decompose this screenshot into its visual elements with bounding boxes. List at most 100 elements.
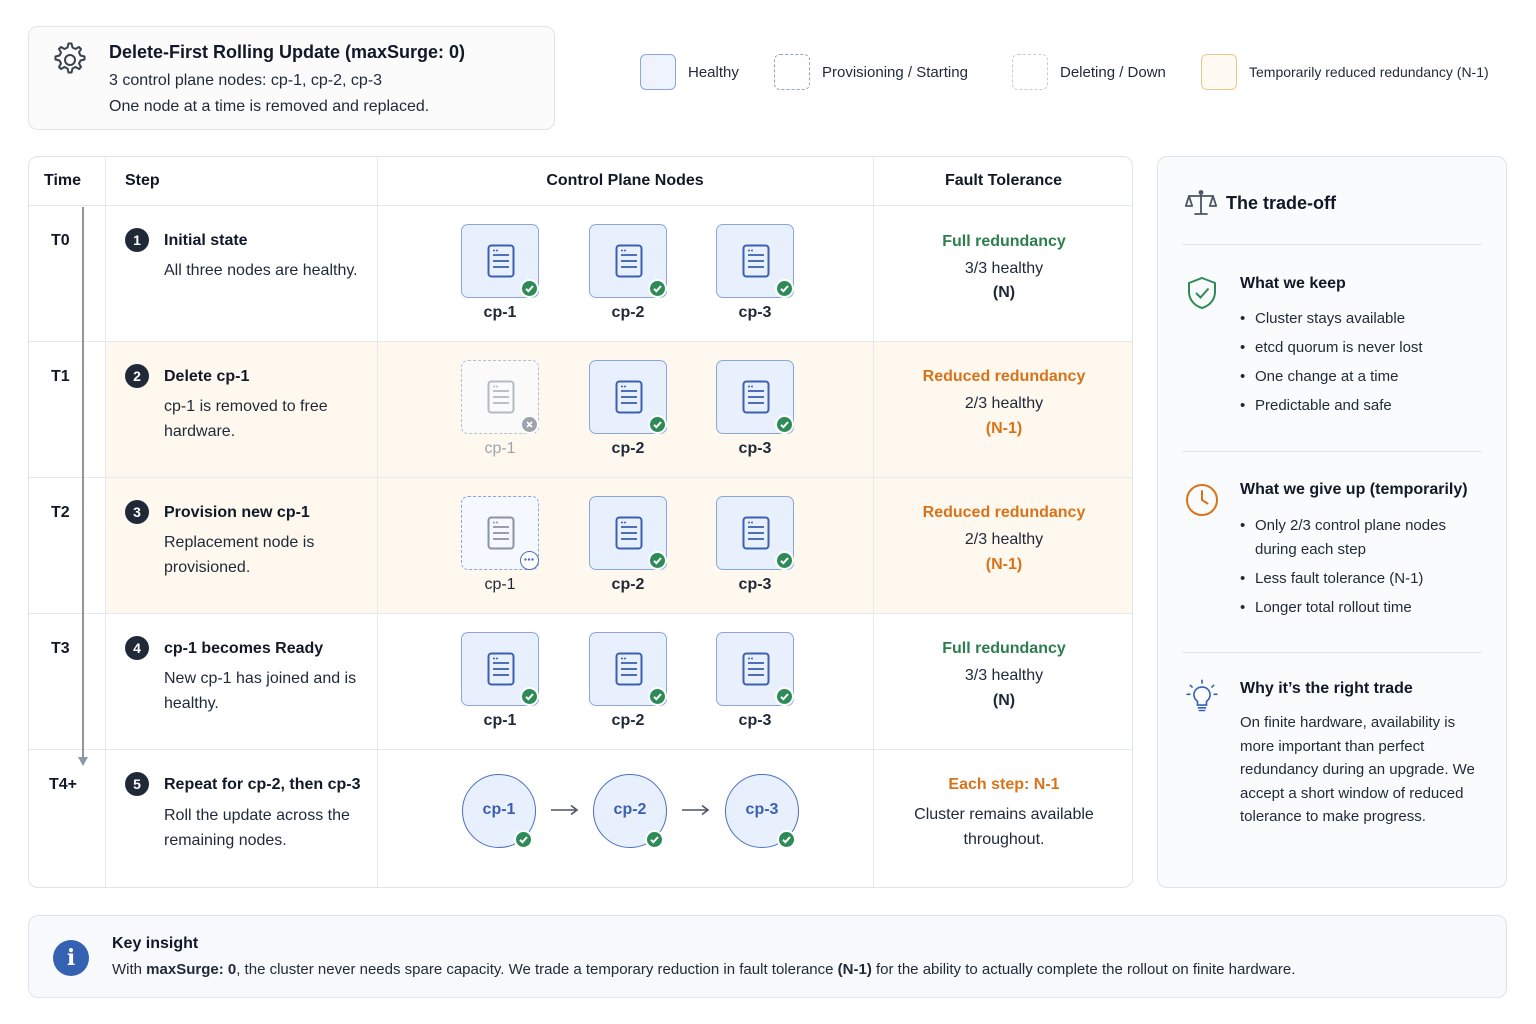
tradeoff-title: The trade-off	[1226, 193, 1336, 213]
giveup-title: What we give up (temporarily)	[1240, 481, 1468, 498]
shield-check-icon	[1188, 276, 1216, 310]
node-card	[461, 632, 539, 706]
keep-item: Predictable and safe	[1240, 394, 1490, 418]
time-label: T4+	[49, 776, 78, 793]
server-icon	[487, 244, 515, 278]
keep-item: One change at a time	[1240, 365, 1490, 389]
step-title: cp-1 becomes Ready	[164, 640, 324, 657]
node-card	[589, 360, 667, 434]
legend-swatch-deleting	[1012, 54, 1048, 90]
scale-icon	[1185, 190, 1217, 215]
column-header-fault-tolerance: Fault Tolerance	[944, 172, 1063, 189]
node-label: cp-3	[738, 712, 772, 729]
node-card	[716, 224, 794, 298]
legend-label: Provisioning / Starting	[822, 63, 968, 81]
x-badge-icon	[520, 415, 539, 434]
redundancy-level: (N-1)	[985, 556, 1023, 573]
node-card	[461, 224, 539, 298]
column-header-nodes: Control Plane Nodes	[546, 172, 704, 189]
node-label: cp-3	[738, 304, 772, 321]
legend-item-provisioning: Provisioning / Starting	[774, 54, 968, 90]
node-label: cp-1	[483, 304, 517, 321]
check-badge-icon	[775, 551, 794, 570]
gear-icon	[54, 42, 86, 74]
step-title: Delete cp-1	[164, 368, 250, 385]
step-description: New cp-1 has joined and is healthy.	[164, 670, 357, 712]
insight-text: With maxSurge: 0, the cluster never need…	[112, 961, 1296, 978]
insight-title: Key insight	[112, 935, 199, 952]
node-label: cp-3	[738, 440, 772, 457]
node-label: cp-3	[738, 576, 772, 593]
header-subtitle-nodes: 3 control plane nodes: cp-1, cp-2, cp-3	[109, 72, 383, 89]
check-badge-icon	[777, 830, 796, 849]
legend-item-reduced: Temporarily reduced redundancy (N-1)	[1201, 54, 1489, 90]
step-description: Roll the update across the remaining nod…	[164, 807, 350, 849]
server-icon	[742, 380, 770, 414]
server-icon	[742, 652, 770, 686]
node-label: cp-1	[484, 576, 516, 593]
check-badge-icon	[648, 687, 667, 706]
server-icon	[615, 652, 643, 686]
server-icon	[742, 516, 770, 550]
availability-note: Cluster remains available	[914, 806, 1094, 823]
server-icon	[615, 516, 643, 550]
lightbulb-icon	[1186, 679, 1218, 712]
node-card	[716, 360, 794, 434]
legend-item-healthy: Healthy	[640, 54, 739, 90]
check-badge-icon	[775, 415, 794, 434]
legend-swatch-healthy	[640, 54, 676, 90]
timeline-line	[82, 207, 84, 757]
fault-tolerance-status: Reduced redundancy	[922, 368, 1086, 385]
redundancy-level: (N)	[992, 284, 1016, 301]
check-badge-icon	[520, 279, 539, 298]
check-badge-icon	[648, 551, 667, 570]
time-label: T0	[51, 232, 70, 249]
step-description: cp-1 is removed to free hardware.	[164, 398, 328, 440]
step-description: Replacement node is provisioned.	[164, 534, 315, 576]
healthy-count: 3/3 healthy	[964, 260, 1044, 277]
why-text: On finite hardware, availability is more…	[1240, 714, 1475, 826]
healthy-count: 2/3 healthy	[964, 531, 1044, 548]
arrow-right-icon	[551, 804, 579, 816]
node-card	[461, 496, 539, 570]
check-badge-icon	[645, 830, 664, 849]
rollout-table: Time Step Control Plane Nodes Fault Tole…	[28, 156, 1133, 888]
node-card	[716, 632, 794, 706]
server-icon	[615, 380, 643, 414]
step-title: Initial state	[164, 232, 248, 249]
node-card	[716, 496, 794, 570]
check-badge-icon	[648, 279, 667, 298]
time-label: T1	[51, 368, 70, 385]
healthy-count: 3/3 healthy	[964, 667, 1044, 684]
step-number: 4	[125, 636, 149, 660]
clock-icon	[1186, 484, 1218, 516]
column-header-time: Time	[44, 172, 82, 189]
legend-label: Healthy	[688, 63, 739, 81]
server-icon	[487, 652, 515, 686]
healthy-count: 2/3 healthy	[964, 395, 1044, 412]
fault-tolerance-status: Reduced redundancy	[922, 504, 1086, 521]
step-number: 5	[125, 772, 149, 796]
check-badge-icon	[520, 687, 539, 706]
arrow-right-icon	[682, 804, 710, 816]
legend-item-deleting: Deleting / Down	[1012, 54, 1166, 90]
fault-tolerance-status: Full redundancy	[942, 640, 1066, 657]
keep-title: What we keep	[1240, 275, 1346, 292]
key-insight-banner: i Key insight With maxSurge: 0, the clus…	[28, 915, 1507, 998]
node-card	[461, 360, 539, 434]
server-icon	[742, 244, 770, 278]
tradeoff-panel: The trade-off What we keep Cluster stays…	[1157, 156, 1507, 888]
step-number: 3	[125, 500, 149, 524]
node-card	[589, 224, 667, 298]
giveup-item: Longer total rollout time	[1240, 596, 1490, 620]
node-label: cp-3	[745, 801, 779, 818]
pending-badge-icon	[520, 551, 539, 570]
step-description: All three nodes are healthy.	[164, 262, 358, 279]
node-circle: cp-2	[593, 774, 667, 849]
redundancy-level: (N-1)	[985, 420, 1023, 437]
node-label: cp-2	[611, 576, 645, 593]
node-label: cp-1	[483, 712, 517, 729]
why-title: Why it’s the right trade	[1240, 680, 1413, 697]
legend-swatch-provisioning	[774, 54, 810, 90]
fault-tolerance-status: Each step: N-1	[948, 776, 1060, 793]
